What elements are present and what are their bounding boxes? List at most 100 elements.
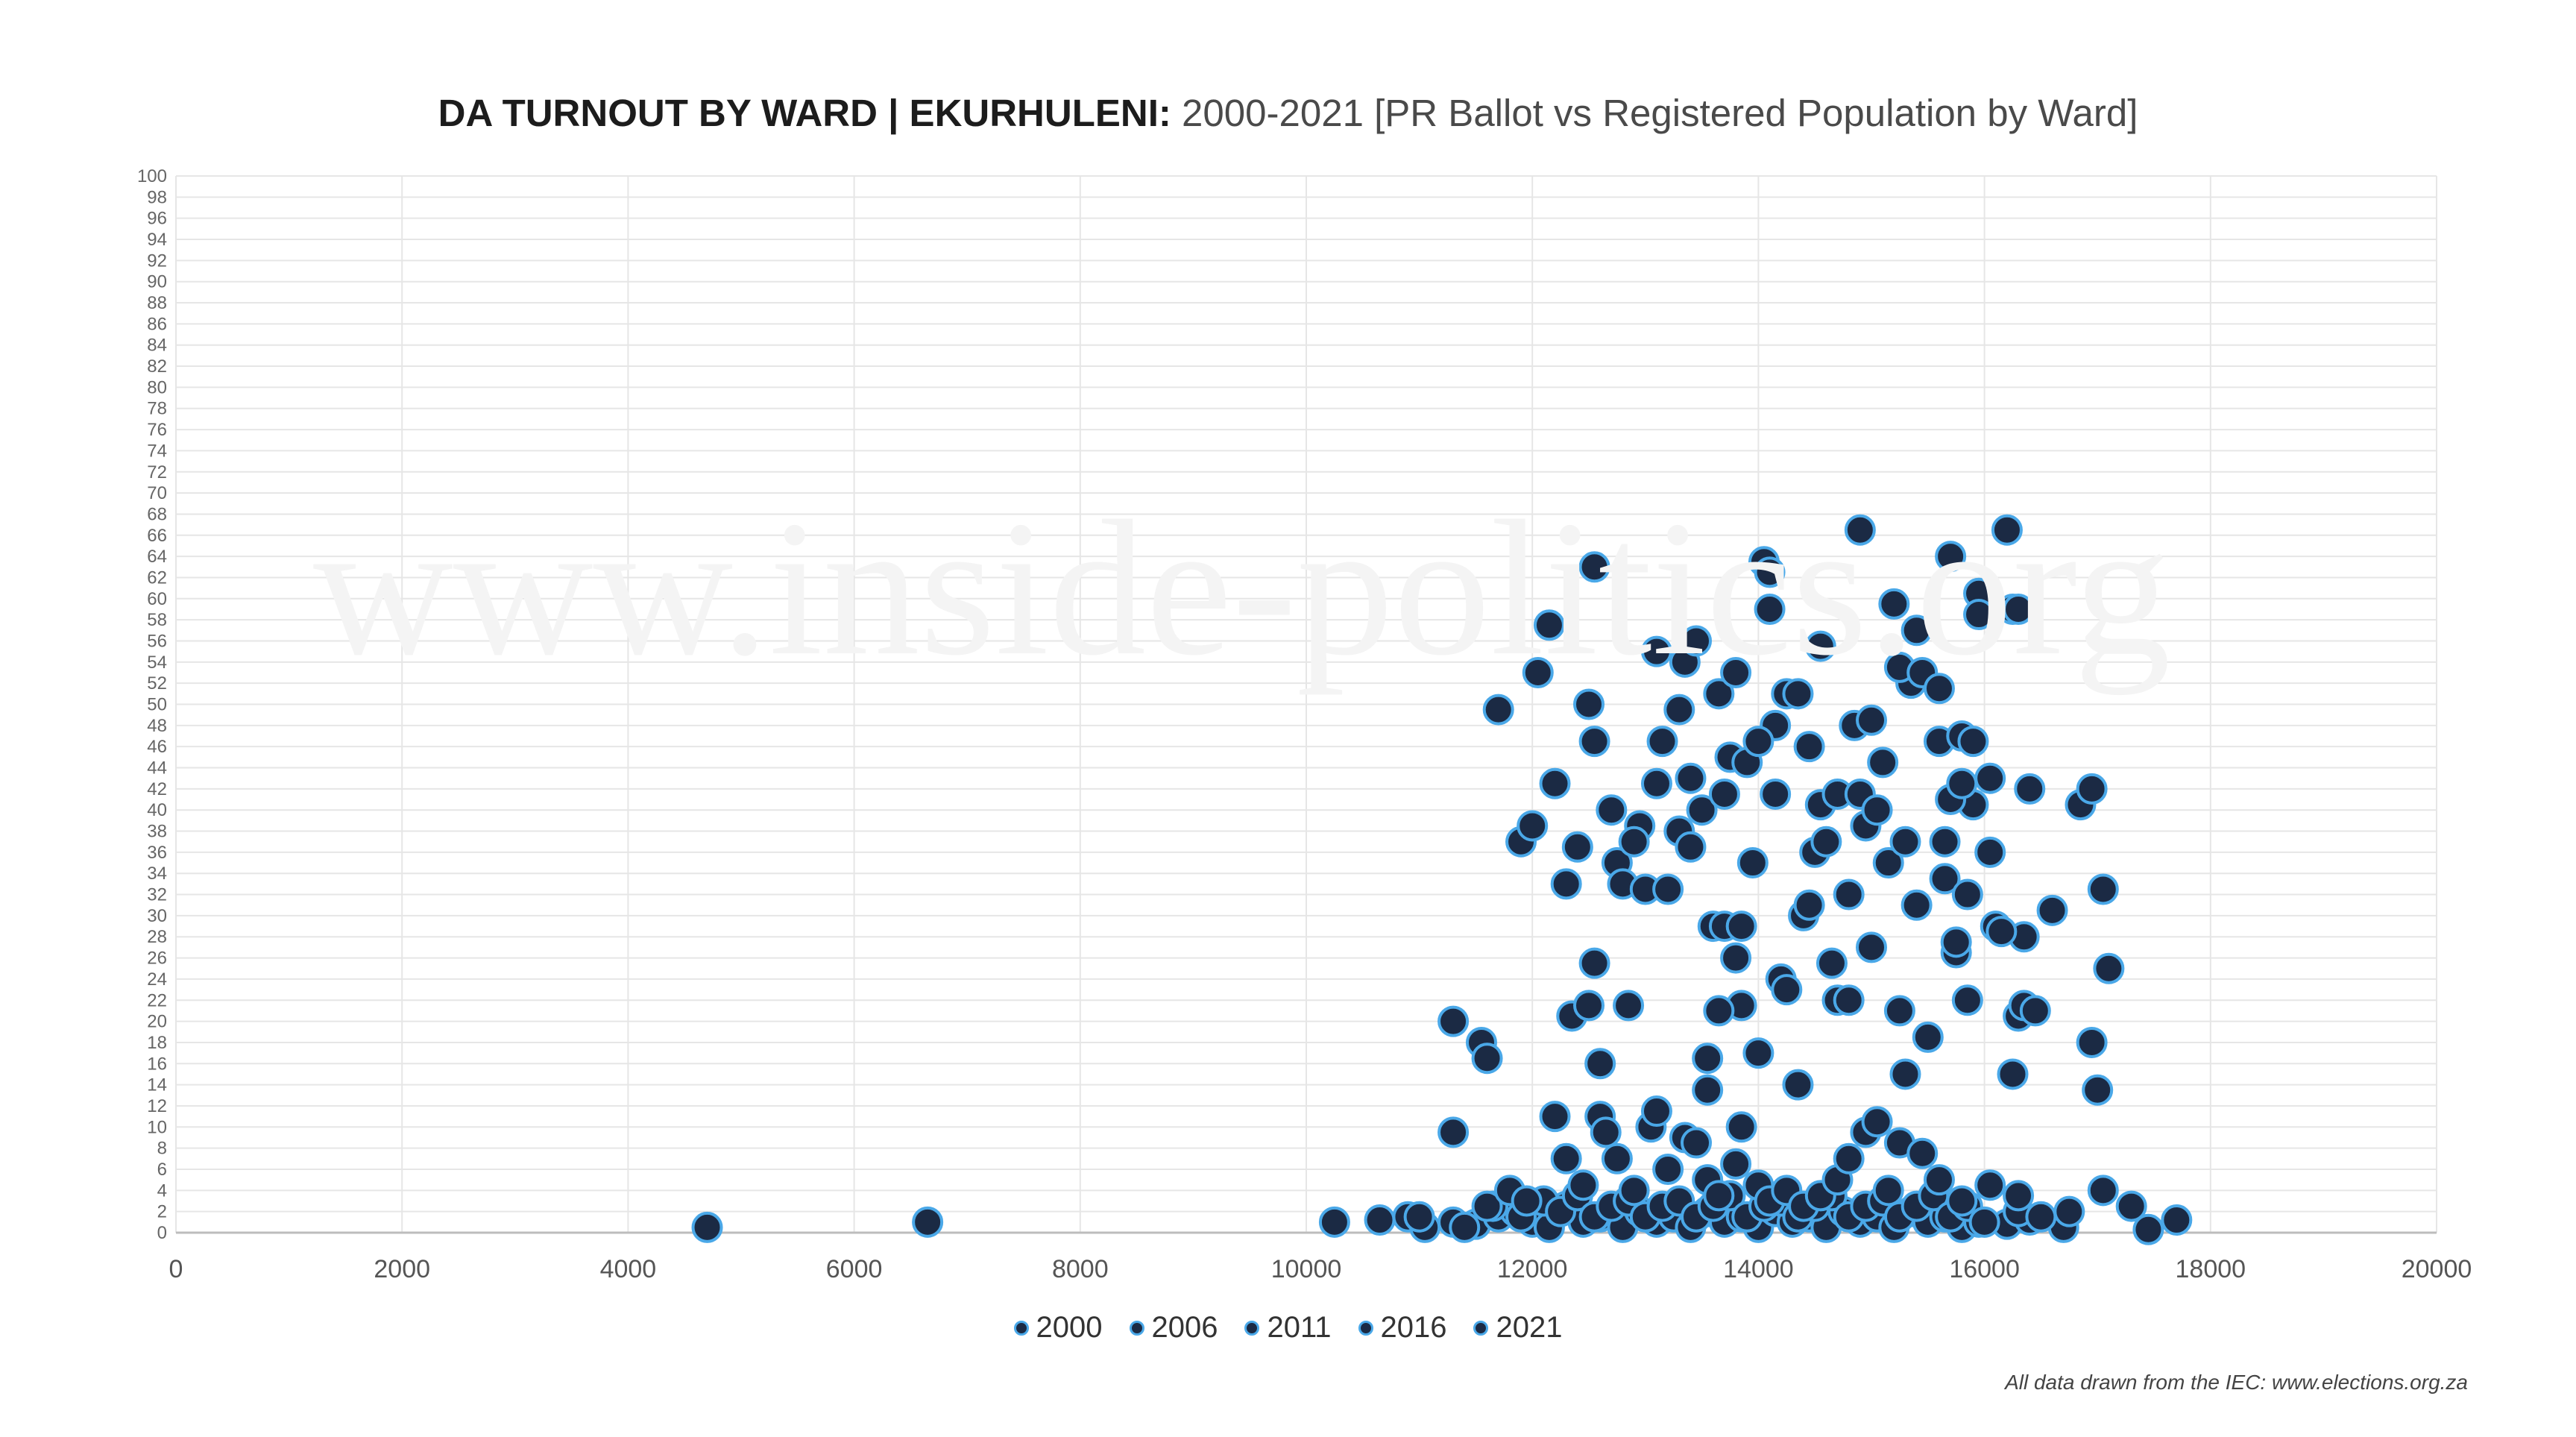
y-tick-label: 2 [157, 1202, 167, 1222]
data-point-2016 [1872, 847, 1904, 879]
x-tick-label: 16000 [1949, 1255, 2020, 1283]
x-tick-label: 20000 [2402, 1255, 2472, 1283]
data-point-2016 [1742, 1037, 1774, 1069]
data-point-2016 [2082, 1074, 2114, 1106]
y-tick-label: 80 [147, 377, 167, 397]
legend-marker-icon [1473, 1320, 1489, 1336]
data-point-2006 [1403, 1201, 1435, 1233]
y-tick-label: 52 [147, 673, 167, 694]
legend-marker-icon [1013, 1320, 1029, 1336]
data-point-2011 [1567, 1169, 1599, 1201]
data-point-2011 [1511, 1185, 1543, 1217]
data-point-2016 [1692, 1043, 1724, 1075]
data-point-2021 [1720, 656, 1752, 688]
y-tick-label: 86 [147, 314, 167, 334]
y-tick-label: 46 [147, 737, 167, 757]
data-point-2011 [1703, 1180, 1735, 1212]
x-tick-label: 0 [169, 1255, 183, 1283]
y-tick-label: 56 [147, 631, 167, 651]
y-tick-label: 82 [147, 356, 167, 377]
chart-title-bold: DA TURNOUT BY WARD | EKURHULENI: [438, 92, 1171, 134]
data-point-2016 [1640, 635, 1672, 667]
data-point-2016 [1951, 984, 1983, 1016]
data-point-2016 [2014, 773, 2046, 805]
data-point-2011 [2003, 1180, 2035, 1212]
data-point-2016 [1900, 614, 1933, 647]
y-tick-label: 10 [147, 1117, 167, 1137]
data-point-2021 [1951, 878, 1983, 911]
y-tick-label: 100 [137, 166, 167, 186]
data-point-2011 [1720, 1148, 1752, 1180]
legend-label: 2006 [1151, 1311, 1218, 1344]
y-tick-label: 30 [147, 906, 167, 926]
data-point-2011 [1923, 1164, 1955, 1196]
data-point-2016 [1646, 726, 1678, 758]
data-point-2011 [1550, 1142, 1582, 1175]
y-tick-label: 90 [147, 272, 167, 292]
legend-label: 2021 [1496, 1311, 1563, 1344]
y-tick-label: 44 [147, 758, 167, 779]
legend-item-2016: 2016 [1358, 1311, 1447, 1345]
data-point-2021 [1900, 889, 1933, 921]
data-point-2021 [1856, 704, 1887, 736]
y-tick-label: 38 [147, 822, 167, 842]
data-point-2011 [1946, 1185, 1978, 1217]
legend-item-2011: 2011 [1244, 1311, 1332, 1345]
data-point-2011 [1437, 1116, 1470, 1148]
chart-title-rest: 2000-2021 [PR Ballot vs Registered Popul… [1182, 92, 2138, 134]
x-tick-label: 8000 [1052, 1255, 1109, 1283]
data-point-2016 [1539, 767, 1571, 799]
data-point-2021 [1997, 1058, 2029, 1090]
y-tick-label: 6 [157, 1160, 167, 1180]
data-point-2011 [1833, 1142, 1865, 1175]
y-tick-label: 92 [147, 251, 167, 271]
legend-label: 2016 [1380, 1311, 1447, 1344]
data-point-2021 [1833, 984, 1865, 1016]
data-point-2021 [1754, 556, 1786, 588]
data-point-2016 [1482, 694, 1514, 726]
x-tick-label: 18000 [2176, 1255, 2246, 1283]
data-point-2016 [2093, 952, 2125, 984]
y-tick-label: 66 [147, 526, 167, 546]
legend-item-2006: 2006 [1129, 1311, 1218, 1345]
data-point-2016 [1522, 656, 1554, 688]
y-tick-label: 74 [147, 441, 167, 461]
data-point-2006 [2025, 1201, 2057, 1233]
data-point-2016 [1596, 794, 1628, 826]
data-point-2011 [1872, 1175, 1904, 1207]
chart-title: DA TURNOUT BY WARD | EKURHULENI: 2000-20… [0, 91, 2576, 135]
y-tick-label: 8 [157, 1139, 167, 1159]
data-point-2011 [1725, 1111, 1757, 1143]
data-point-2011 [1539, 1101, 1571, 1133]
data-point-2021 [1742, 726, 1774, 758]
data-point-2011 [1974, 1169, 2006, 1201]
y-tick-label: 54 [147, 653, 167, 673]
data-point-2016 [1816, 947, 1848, 979]
data-point-2016 [1675, 762, 1707, 794]
data-point-2011 [1618, 1175, 1650, 1207]
data-point-2011 [1601, 1142, 1633, 1175]
y-tick-label: 96 [147, 209, 167, 229]
y-tick-label: 4 [157, 1180, 167, 1201]
data-point-2016 [1584, 1048, 1616, 1080]
data-point-2006 [1449, 1211, 1481, 1243]
data-point-2021 [1940, 926, 1972, 958]
data-point-2021 [1889, 826, 1921, 858]
y-tick-label: 42 [147, 779, 167, 799]
y-tick-label: 98 [147, 187, 167, 207]
data-point-2021 [1692, 1074, 1724, 1106]
data-point-2016 [1652, 873, 1684, 905]
data-point-2016 [1736, 847, 1769, 879]
data-point-2016 [1708, 778, 1740, 810]
data-point-2021 [1923, 673, 1955, 705]
data-point-2016 [1912, 1021, 1944, 1053]
y-tick-label: 16 [147, 1054, 167, 1074]
data-point-2016 [2076, 1026, 2108, 1058]
legend-label: 2011 [1267, 1311, 1332, 1344]
data-point-2011 [1861, 1106, 1893, 1138]
data-point-2016 [1929, 826, 1961, 858]
data-point-2021 [1618, 826, 1650, 858]
y-tick-label: 26 [147, 949, 167, 969]
